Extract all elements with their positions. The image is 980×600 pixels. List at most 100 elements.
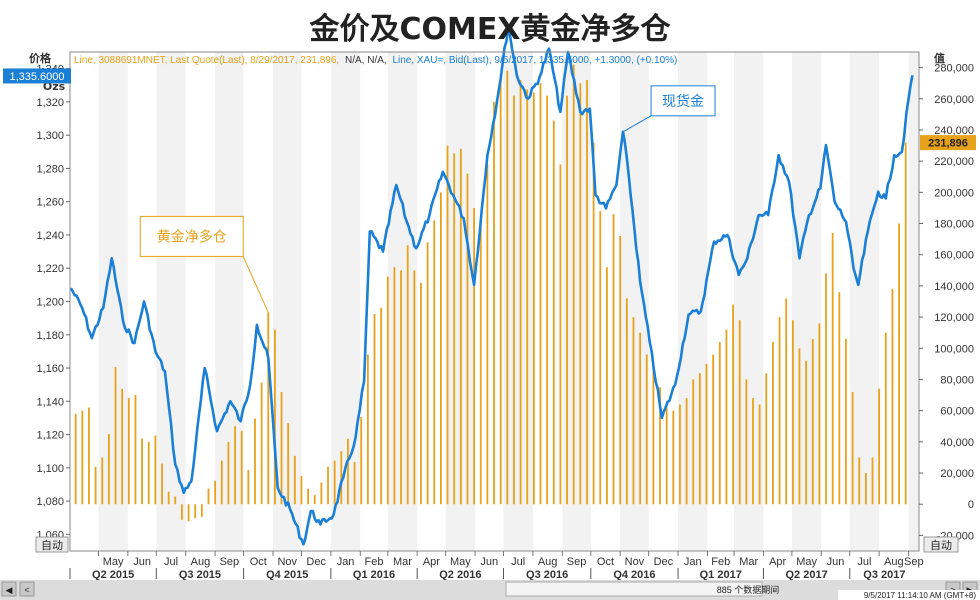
net-long-bar <box>307 488 309 505</box>
net-long-bar <box>254 418 256 505</box>
net-long-bar <box>473 207 476 505</box>
net-long-bar <box>380 307 383 505</box>
net-long-bar <box>659 387 661 505</box>
month-label: Mar <box>393 556 412 568</box>
month-label: Jun <box>480 556 498 568</box>
net-long-bar <box>665 407 668 505</box>
left-tick-label: 1,180 <box>36 330 64 342</box>
scrollbar-track[interactable] <box>0 580 980 600</box>
auto-right-box[interactable] <box>923 536 959 553</box>
net-long-bar <box>871 457 874 505</box>
net-long-bar <box>426 242 429 505</box>
month-label: Oct <box>250 556 267 568</box>
quarter-label: Q2 2015 <box>92 569 134 581</box>
net-long-bar <box>181 504 183 520</box>
header-na: N/A, N/A, <box>345 55 387 66</box>
net-long-bar <box>486 164 489 505</box>
net-long-bar <box>592 142 595 505</box>
net-long-bar <box>672 410 675 505</box>
net-long-bar <box>88 407 90 505</box>
scroll-left-button[interactable] <box>1 581 17 597</box>
month-label: Aug <box>884 556 904 568</box>
month-label: Feb <box>711 556 730 568</box>
auto-right-label: 自动 <box>930 539 952 552</box>
net-long-bar <box>851 391 854 505</box>
net-long-bar <box>712 354 715 505</box>
net-long-bar <box>174 496 177 505</box>
net-long-bar <box>187 504 190 522</box>
right-tick-label: 160,000 <box>934 250 974 262</box>
month-label: Feb <box>365 556 384 568</box>
month-label: Jul <box>164 556 178 568</box>
net-long-bar <box>194 504 197 519</box>
month-label: Jan <box>337 556 355 568</box>
net-long-bar <box>360 416 363 505</box>
net-long-bar <box>240 430 243 505</box>
net-long-bar <box>632 317 635 505</box>
month-label: May <box>450 556 471 568</box>
quarter-label: Q3 2015 <box>179 569 221 581</box>
net-long-bar <box>519 80 522 505</box>
left-last-value-tag: 1,335.6000 <box>3 68 71 84</box>
net-long-bar <box>107 434 110 505</box>
month-label: Jun <box>133 556 151 568</box>
net-long-bar <box>732 304 734 505</box>
net-long-bar <box>758 404 761 505</box>
net-long-bar <box>838 292 841 505</box>
net-long-bar <box>891 289 894 505</box>
net-long-bar <box>141 438 143 505</box>
month-label: Sep <box>904 556 924 568</box>
net-long-bar <box>606 267 608 505</box>
net-long-bar <box>440 192 442 505</box>
net-long-bar <box>227 441 230 505</box>
net-long-bar <box>446 145 449 505</box>
net-long-bar <box>513 95 515 505</box>
net-long-bar <box>273 329 276 505</box>
auto-left-box[interactable] <box>35 536 69 553</box>
month-label: Jun <box>827 556 845 568</box>
net-long-bar <box>400 270 402 505</box>
net-long-bar <box>619 236 622 505</box>
spot-gold-callout-leader <box>622 115 652 133</box>
right-tick-label: 40,000 <box>940 437 974 449</box>
left-tick-label: 1,300 <box>36 130 64 142</box>
left-axis-title-1: 价格 <box>29 51 52 65</box>
right-tick-label: 20,000 <box>940 468 974 480</box>
net-long-bar <box>300 476 303 505</box>
net-long-bar <box>74 413 77 505</box>
net-long-bar <box>745 379 748 505</box>
left-last-value-box <box>3 68 71 84</box>
month-label: Nov <box>625 556 645 568</box>
scroll-thumb[interactable] <box>505 581 763 597</box>
right-last-value-tag: 231,896 <box>920 135 976 151</box>
right-last-value: 231,896 <box>928 138 968 150</box>
month-label: Jul <box>511 556 525 568</box>
net-long-bar <box>366 354 369 505</box>
right-axis-ticks: -20,000020,00040,00060,00080,000100,0001… <box>919 63 974 542</box>
net-long-bar <box>393 267 396 505</box>
net-long-bar <box>864 473 867 505</box>
net-long-callout-text: 黄金净多仓 <box>157 228 227 245</box>
quarter-label: Q1 2016 <box>353 569 395 581</box>
month-shade <box>273 52 302 551</box>
scrollbar[interactable]: ◀ < 885 个数据期间 > ▶ <box>0 580 980 600</box>
net-long-bar <box>466 173 469 505</box>
left-tick-label: 1,100 <box>36 463 64 475</box>
net-long-bar <box>94 466 97 505</box>
net-long-bar <box>898 223 900 505</box>
net-long-bar <box>831 232 834 505</box>
chart-title: 金价及COMEX黄金净多仓 <box>309 12 672 47</box>
auto-scale-left-button[interactable]: 自动 <box>35 536 69 553</box>
net-long-bar <box>772 342 774 505</box>
net-long-bar <box>539 83 542 505</box>
month-label: Oct <box>597 556 614 568</box>
auto-scale-right-button[interactable]: 自动 <box>923 536 959 553</box>
scroll-left-step-button[interactable] <box>19 581 35 597</box>
net-long-bar <box>114 366 117 505</box>
net-long-bar <box>479 226 482 505</box>
right-axis-title: 值 <box>934 51 945 65</box>
quarter-label: Q1 2017 <box>700 569 742 581</box>
right-tick-label: 60,000 <box>940 406 974 418</box>
net-long-bar <box>645 354 648 505</box>
net-long-callout-leader <box>242 256 269 313</box>
